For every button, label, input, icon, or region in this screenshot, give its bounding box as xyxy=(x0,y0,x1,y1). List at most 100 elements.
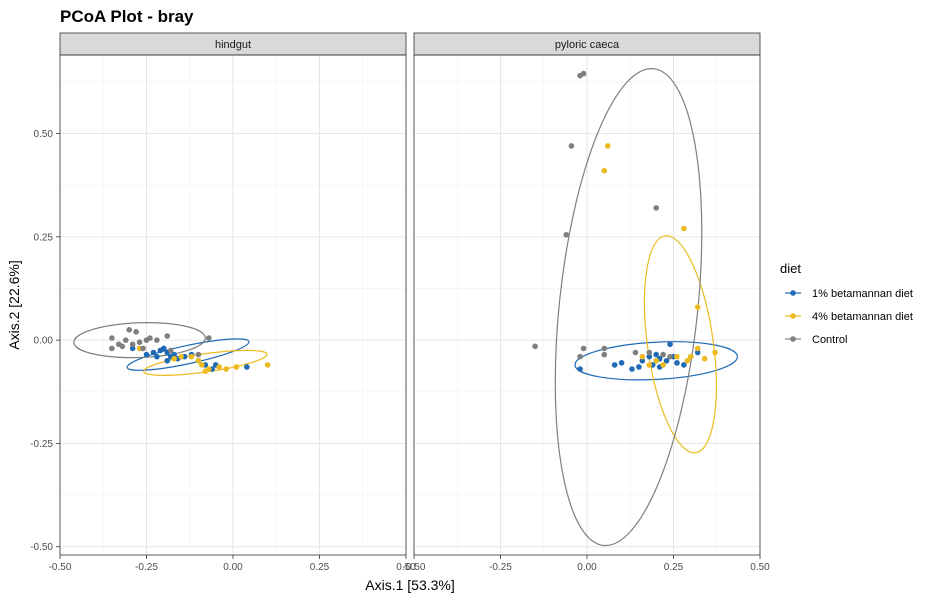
point-1-betamannan-diet xyxy=(611,362,618,368)
point-1-betamannan-diet xyxy=(143,351,150,358)
point-control xyxy=(167,347,174,354)
point-control xyxy=(154,337,160,343)
facet-panel-pyloric-caeca: pyloric caeca xyxy=(413,32,761,556)
x-axis-title: Axis.1 [53.3%] xyxy=(365,577,455,593)
ellipse-1-betamannan-diet xyxy=(126,338,250,371)
legend-label-1-betamannan-diet: 1% betamannan diet xyxy=(812,288,913,300)
point-control xyxy=(119,343,126,350)
point-control xyxy=(126,326,132,333)
point-4-betamannan-diet xyxy=(639,353,646,360)
x-tick-label: 0.50 xyxy=(750,562,770,573)
point-control xyxy=(109,335,115,341)
point-1-betamannan-diet xyxy=(164,357,171,364)
y-tick-label: 0.25 xyxy=(34,232,54,243)
point-1-betamannan-diet xyxy=(646,353,653,360)
ellipses-pyloric-caeca xyxy=(554,67,739,547)
point-4-betamannan-diet xyxy=(712,349,718,356)
point-control xyxy=(129,341,136,348)
ellipse-control xyxy=(73,322,206,359)
legend: diet 1% betamannan diet 4% betamannan die… xyxy=(780,261,913,346)
y-tick-label: -0.50 xyxy=(30,542,53,553)
points-pyloric-caeca xyxy=(532,70,718,372)
ellipse-4-betamannan-diet xyxy=(643,235,717,454)
point-4-betamannan-diet xyxy=(601,167,608,174)
point-control xyxy=(601,345,608,352)
point-1-betamannan-diet xyxy=(663,357,670,364)
point-1-betamannan-diet xyxy=(667,341,673,348)
point-control xyxy=(632,349,639,356)
point-1-betamannan-diet xyxy=(129,345,136,352)
point-1-betamannan-diet xyxy=(639,357,646,364)
point-4-betamannan-diet xyxy=(604,143,611,149)
strip-label-pyloric-caeca: pyloric caeca xyxy=(555,39,620,51)
point-4-betamannan-diet xyxy=(202,368,209,374)
point-control xyxy=(136,339,143,345)
point-4-betamannan-diet xyxy=(701,355,708,362)
point-1-betamannan-diet xyxy=(629,366,635,372)
point-control xyxy=(653,205,659,211)
point-4-betamannan-diet xyxy=(223,366,229,372)
y-tick-label: 0.50 xyxy=(34,129,54,140)
points-hindgut xyxy=(109,326,271,374)
legend-key-point xyxy=(790,290,796,296)
point-4-betamannan-diet xyxy=(171,355,177,362)
point-4-betamannan-diet xyxy=(660,362,666,368)
x-tick-label: 0.00 xyxy=(223,562,243,573)
point-control xyxy=(646,349,653,356)
ellipse-control xyxy=(554,67,703,547)
point-4-betamannan-diet xyxy=(646,362,653,368)
legend-label-4-betamannan-diet: 4% betamannan diet xyxy=(812,311,913,323)
point-1-betamannan-diet xyxy=(154,353,160,360)
point-4-betamannan-diet xyxy=(674,353,680,360)
point-1-betamannan-diet xyxy=(636,364,642,370)
point-4-betamannan-diet xyxy=(178,353,184,360)
x-tick-label: 0.00 xyxy=(577,562,597,573)
point-control xyxy=(133,329,139,335)
legend-title: diet xyxy=(780,261,801,276)
point-1-betamannan-diet xyxy=(681,362,687,368)
point-1-betamannan-diet xyxy=(171,351,177,358)
point-control xyxy=(205,335,212,341)
point-1-betamannan-diet xyxy=(674,360,680,366)
point-4-betamannan-diet xyxy=(233,364,240,370)
point-control xyxy=(122,337,129,343)
point-4-betamannan-diet xyxy=(694,304,701,310)
point-4-betamannan-diet xyxy=(681,225,687,232)
y-axis-title: Axis.2 [22.6%] xyxy=(6,260,22,350)
legend-key-point xyxy=(790,336,796,342)
point-4-betamannan-diet xyxy=(264,362,271,368)
point-4-betamannan-diet xyxy=(653,357,659,364)
point-4-betamannan-diet xyxy=(188,353,195,360)
point-4-betamannan-diet xyxy=(199,362,205,368)
point-4-betamannan-diet xyxy=(694,345,701,352)
x-tick-label: -0.50 xyxy=(49,562,72,573)
grid-hindgut xyxy=(59,55,407,555)
point-1-betamannan-diet xyxy=(577,366,583,372)
point-control xyxy=(195,351,202,358)
point-1-betamannan-diet xyxy=(653,351,659,358)
point-4-betamannan-diet xyxy=(216,364,222,370)
x-tick-label: 0.25 xyxy=(664,562,684,573)
point-control xyxy=(532,343,538,350)
point-1-betamannan-diet xyxy=(618,360,625,366)
axes: -0.50-0.250.000.250.50-0.50 -0.25 0.00 0.25… xyxy=(30,129,770,573)
point-4-betamannan-diet xyxy=(684,357,691,364)
y-tick-label: 0.00 xyxy=(34,336,54,347)
chart-title: PCoA Plot - bray xyxy=(60,7,194,26)
point-control xyxy=(140,345,146,352)
point-control xyxy=(667,353,673,360)
point-control xyxy=(580,70,587,77)
x-tick-label: -0.50 xyxy=(403,562,426,573)
x-tick-label: 0.25 xyxy=(310,562,330,573)
point-1-betamannan-diet xyxy=(161,345,167,352)
point-control xyxy=(580,345,587,352)
grid-pyloric-caeca xyxy=(413,55,761,555)
strip-label-hindgut: hindgut xyxy=(215,39,251,51)
point-control xyxy=(563,231,570,238)
legend-key-point xyxy=(790,313,796,319)
x-tick-label: -0.25 xyxy=(489,562,512,573)
point-4-betamannan-diet xyxy=(195,357,202,364)
point-1-betamannan-diet xyxy=(244,364,250,370)
point-control xyxy=(164,333,171,339)
